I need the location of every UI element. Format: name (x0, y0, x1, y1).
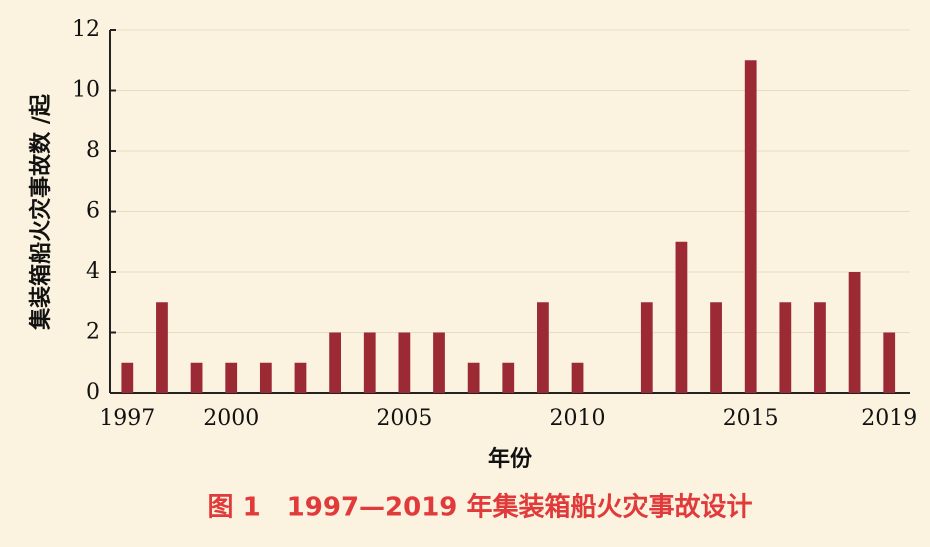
bar (363, 332, 376, 393)
x-axis-title: 年份 (488, 446, 533, 472)
y-tick-label: 6 (86, 199, 100, 224)
bar (398, 332, 411, 393)
y-tick-label: 10 (72, 78, 100, 103)
bar (467, 362, 480, 393)
bar (502, 362, 515, 393)
bar (571, 362, 584, 393)
bar (190, 362, 203, 393)
bar (259, 362, 272, 393)
y-tick-label: 12 (72, 17, 100, 42)
bar (156, 302, 168, 393)
bar (433, 332, 445, 393)
y-tick-label: 4 (86, 259, 100, 284)
x-tick-label: 2019 (861, 406, 917, 431)
bar (779, 302, 792, 393)
bar (710, 302, 722, 393)
bar (225, 362, 238, 393)
bar (121, 362, 134, 393)
x-tick-label: 2000 (203, 406, 259, 431)
y-tick-label: 2 (86, 320, 100, 345)
bar (640, 302, 653, 393)
chart-title: 图 1 1997—2019 年集装箱船火灾事故设计 (208, 492, 753, 523)
y-tick-label: 8 (86, 138, 100, 163)
bar (848, 272, 861, 393)
bar (675, 241, 688, 393)
bar (329, 332, 341, 393)
x-tick-label: 2005 (376, 406, 432, 431)
bar (883, 332, 896, 393)
y-tick-label: 0 (86, 380, 100, 405)
x-tick-label: 2015 (723, 406, 779, 431)
x-tick-label: 1997 (99, 406, 155, 431)
x-tick-label: 2010 (550, 406, 606, 431)
bar (744, 60, 757, 393)
y-axis-title: 集装箱船火灾事故数 /起 (28, 93, 54, 331)
bar (294, 362, 307, 393)
bar (814, 302, 826, 393)
bar (537, 302, 549, 393)
